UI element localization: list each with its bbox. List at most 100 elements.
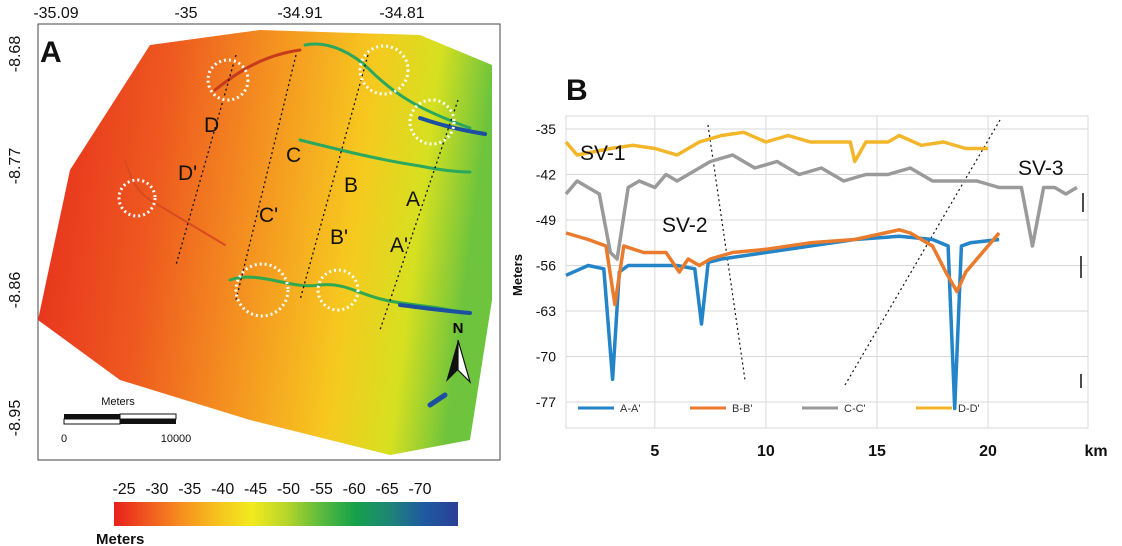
x-tick-label: 10 xyxy=(757,443,775,460)
colorbar-tick: -30 xyxy=(145,481,168,498)
channel-se xyxy=(427,392,448,408)
scale-bar: Meters 0 10000 xyxy=(61,396,191,445)
series-line-bb xyxy=(565,228,1001,307)
scale-seg xyxy=(120,419,176,424)
grid xyxy=(565,115,1089,429)
x-tick-label: 15 xyxy=(868,443,886,460)
highlight-circle xyxy=(408,98,456,146)
colorbar-tick: -55 xyxy=(310,481,333,498)
y-tick-label: -70 xyxy=(536,349,556,365)
scale-seg xyxy=(64,414,120,419)
transect-line-a xyxy=(379,99,459,331)
highlight-circle xyxy=(117,178,157,218)
y-axis-label: Meters xyxy=(510,254,525,296)
scale-seg xyxy=(119,413,177,420)
annotation-sv-2: SV-2 xyxy=(662,214,708,237)
right-marks xyxy=(1080,193,1084,388)
legend-label: A-A' xyxy=(620,403,640,415)
north-arrow: N xyxy=(446,320,472,385)
y-tick-label: -42 xyxy=(536,167,556,183)
x-tick-label: 20 xyxy=(979,443,997,460)
colorbar-tick: -25 xyxy=(112,481,135,498)
y-tick-label: -56 xyxy=(536,258,556,274)
transect-label-c: C xyxy=(286,144,301,167)
transect-line-b xyxy=(299,54,369,301)
transect-lines xyxy=(175,54,459,331)
panel-b: B -35 -42 -49 -56 -63 -70 -77 5 10 15 20 Meters k… xyxy=(510,74,1108,460)
north-arrow-left xyxy=(446,340,458,382)
highlight-circle xyxy=(358,44,410,96)
legend-label: D-D' xyxy=(958,403,980,415)
colorbar-tick: -65 xyxy=(376,481,399,498)
y-ticks: -35 -42 -49 -56 -63 -70 -77 xyxy=(536,121,556,410)
panel-a: D D' C C' B B' A A' A -35.09 -35 -34.91 … xyxy=(7,5,501,546)
channel-c xyxy=(303,42,472,130)
highlight-circle xyxy=(206,58,250,102)
scale-seg xyxy=(63,418,121,425)
transect-label-dprime: D' xyxy=(178,162,197,185)
map-y-tick: -8.77 xyxy=(7,148,24,185)
map-y-tick: -8.68 xyxy=(7,36,24,73)
colorbar: -25 -30 -35 -40 -45 -50 -55 -60 -65 -70 Meters xyxy=(96,481,458,546)
colorbar-tick: -45 xyxy=(244,481,267,498)
map-y-tick: -8.95 xyxy=(7,400,24,437)
map-x-tick: -34.91 xyxy=(277,5,322,22)
colorbar-tick: -35 xyxy=(178,481,201,498)
series xyxy=(564,130,1078,411)
legend-label: C-C' xyxy=(844,403,866,415)
map-y-ticks: -8.68 -8.77 -8.86 -8.95 xyxy=(7,36,24,437)
panel-label-a: A xyxy=(40,36,62,69)
channel-b xyxy=(298,138,472,174)
colorbar-ticks: -25 -30 -35 -40 -45 -50 -55 -60 -65 -70 xyxy=(112,481,431,498)
y-tick-label: -35 xyxy=(536,121,556,137)
colorbar-label: Meters xyxy=(96,531,144,546)
map-x-tick: -35 xyxy=(174,5,197,22)
channel-a-deep xyxy=(398,303,472,315)
colorbar-tick: -50 xyxy=(277,481,300,498)
map-y-tick: -8.86 xyxy=(7,272,24,309)
map-x-ticks: -35.09 -35 -34.91 -34.81 xyxy=(33,5,424,22)
highlight-circle xyxy=(316,268,360,312)
map-x-tick: -35.09 xyxy=(33,5,78,22)
series-line-cc xyxy=(564,153,1078,261)
channel-a xyxy=(228,275,462,314)
y-tick-label: -49 xyxy=(536,212,556,228)
scale-start: 0 xyxy=(61,433,67,445)
series-line-aa xyxy=(565,234,1000,411)
channel-c-deep xyxy=(418,116,487,136)
sv-lines xyxy=(707,119,1001,386)
annotation-sv-1: SV-1 xyxy=(580,142,626,165)
colorbar-tick: -70 xyxy=(408,481,431,498)
colorbar-tick: -40 xyxy=(211,481,234,498)
transect-line-c xyxy=(235,54,297,301)
series-line-dd xyxy=(564,130,988,164)
transect-label-a: A xyxy=(406,188,420,211)
transect-labels: D D' C C' B B' A A' xyxy=(178,114,420,257)
panel-label-b: B xyxy=(566,74,588,107)
transect-line-d xyxy=(175,54,237,266)
x-ticks: 5 10 15 20 xyxy=(650,443,997,460)
transect-label-d: D xyxy=(204,114,219,137)
transect-label-cprime: C' xyxy=(259,204,278,227)
transect-label-bprime: B' xyxy=(330,226,348,249)
bathymetry-raster xyxy=(38,30,492,455)
highlight-circle xyxy=(234,262,290,318)
scale-end: 10000 xyxy=(161,433,192,445)
transect-label-b: B xyxy=(344,174,358,197)
north-arrow-right xyxy=(457,339,472,385)
x-tick-label: 5 xyxy=(650,443,659,460)
highlight-circles xyxy=(117,44,456,318)
y-tick-label: -77 xyxy=(536,394,556,410)
sv-annotations: SV-1 SV-2 SV-3 xyxy=(580,142,1064,237)
channel-dprime xyxy=(124,159,226,246)
colorbar-bar xyxy=(114,502,458,526)
channel-d xyxy=(213,48,302,92)
sv-3-line xyxy=(844,119,1001,386)
map-x-tick: -34.81 xyxy=(379,5,424,22)
north-label: N xyxy=(453,320,464,337)
transect-label-aprime: A' xyxy=(390,234,408,257)
scale-title: Meters xyxy=(101,396,135,408)
annotation-sv-3: SV-3 xyxy=(1018,157,1064,180)
plot-area xyxy=(565,115,1089,429)
x-axis-label: km xyxy=(1084,443,1107,460)
